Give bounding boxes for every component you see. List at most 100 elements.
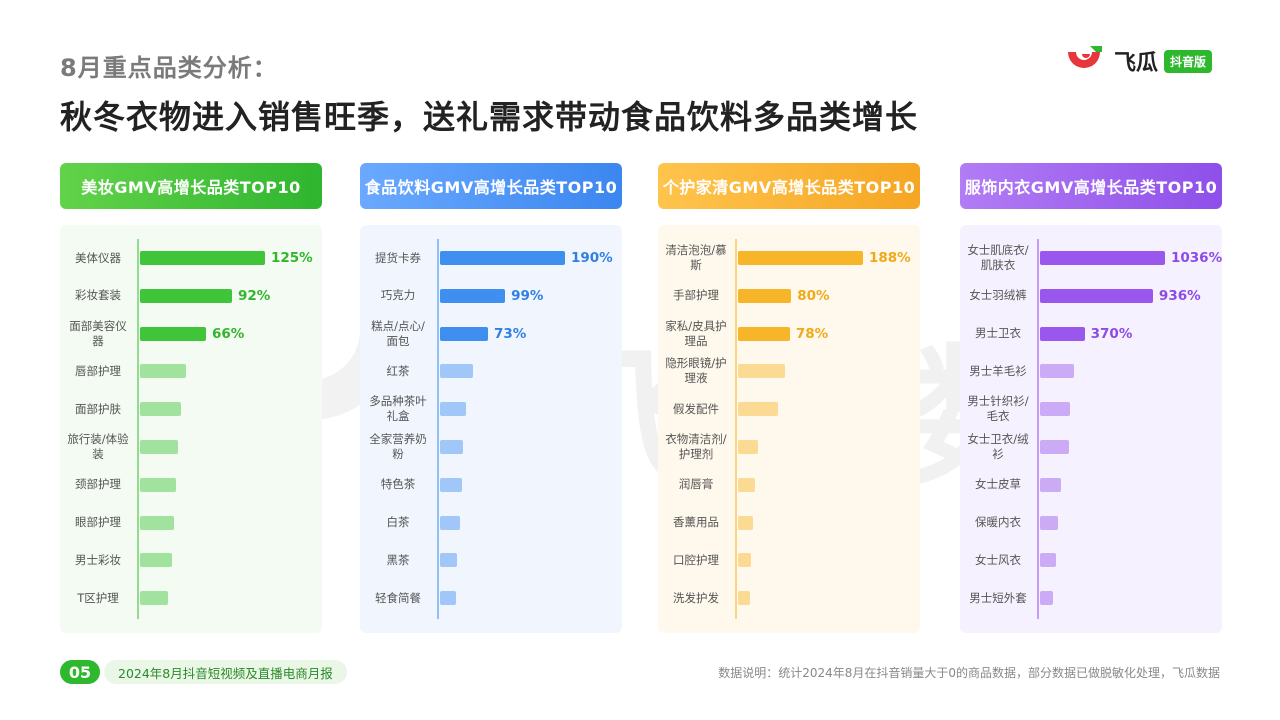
value-label: 92% (238, 287, 271, 304)
bar-row: 女士风衣 (960, 541, 1222, 579)
category-label: 彩妆套装 (75, 288, 121, 303)
bar (1040, 440, 1069, 454)
category-label: 洗发护发 (673, 590, 719, 605)
logo-text: 飞瓜 (1114, 51, 1159, 76)
bar (738, 402, 778, 417)
category-label: 颈部护理 (75, 477, 121, 492)
bar-row: 家私/皮具护理品 78% (658, 315, 920, 353)
category-label: 香薰用品 (673, 515, 719, 530)
chart-title-3: 个护家清GMV高增长品类TOP10 (658, 163, 920, 209)
bar (440, 402, 467, 417)
category-label: 女士羽绒裤 (969, 288, 1027, 303)
chart-panel-3: 清洁泡泡/慕斯 188% 手部护理 80% 家私/皮具护理品 78% 隐形眼镜/护理液假发配… (658, 225, 920, 633)
bar (140, 326, 206, 341)
bar-row: 提货卡券 190% (360, 239, 622, 277)
bar-row: 眼部护理 (60, 504, 322, 542)
bar-row: 特色茶 (360, 466, 622, 504)
value-label: 99% (511, 287, 544, 304)
chart-axis (437, 239, 439, 619)
bar-row: 男士短外套 (960, 579, 1222, 617)
bar-row: 女士羽绒裤 936% (960, 277, 1222, 315)
bar-row: 红茶 (360, 352, 622, 390)
bar (140, 440, 178, 454)
category-label: 隐形眼镜/护理液 (665, 356, 727, 386)
category-label: 全家营养奶粉 (369, 432, 427, 461)
bar-row: 润唇膏 (658, 466, 920, 504)
bar (738, 364, 785, 379)
value-label: 190% (571, 250, 613, 266)
category-label: 糕点/点心/面包 (371, 318, 425, 348)
page-subtitle: 8月重点品类分析： (60, 54, 278, 82)
category-label: 男士彩妆 (75, 552, 121, 567)
bar-row: 美体仪器 125% (60, 239, 322, 277)
report-name: 2024年8月抖音短视频及直播电商月报 (104, 660, 347, 684)
category-label: 女士风衣 (975, 552, 1021, 567)
bar (738, 553, 751, 568)
bar (440, 251, 565, 265)
bar-row: 全家营养奶粉 (360, 428, 622, 466)
category-label: 女士肌底衣/肌肤衣 (967, 243, 1029, 272)
bar-row: 男士卫衣 370% (960, 315, 1222, 353)
category-label: 轻食简餐 (375, 590, 421, 605)
bar (738, 477, 755, 492)
bar-row: 衣物清洁剂/护理剂 (658, 428, 920, 466)
bar (1040, 402, 1071, 417)
category-label: 男士针织衫/毛衣 (967, 394, 1029, 424)
bar (440, 440, 464, 454)
bar-row: 男士针织衫/毛衣 (960, 390, 1222, 428)
category-label: 白茶 (386, 515, 410, 530)
bar (738, 251, 863, 265)
chart-axis (137, 239, 139, 619)
category-label: 清洁泡泡/慕斯 (665, 243, 727, 272)
bar-row: 面部美容仪器 66% (60, 315, 322, 353)
value-label: 73% (494, 325, 527, 342)
bar (140, 515, 174, 530)
category-label: 面部护肤 (75, 401, 121, 416)
category-label: 润唇膏 (678, 477, 714, 492)
bar-row: 白茶 (360, 504, 622, 542)
bar-row: 香薰用品 (658, 504, 920, 542)
bar (440, 326, 489, 341)
bar (440, 515, 460, 530)
bar (140, 591, 168, 606)
category-label: 男士羊毛衫 (969, 363, 1027, 378)
value-label: 78% (795, 325, 829, 342)
category-label: T区护理 (77, 590, 119, 605)
bar-row: 手部护理 80% (658, 277, 920, 315)
brand-logo: 飞瓜 抖音版 (1064, 44, 1213, 78)
category-label: 女士卫衣/绒衫 (967, 432, 1029, 461)
chart-panel-1: 美体仪器 125% 彩妆套装 92% 面部美容仪器 66% 唇部护理 面部护肤 旅行装/体验装颈… (60, 225, 322, 633)
bar-row: 多品种茶叶礼盒 (360, 390, 622, 428)
category-label: 男士卫衣 (975, 326, 1021, 341)
bar-row: 清洁泡泡/慕斯 188% (658, 239, 920, 277)
category-label: 假发配件 (673, 401, 719, 416)
bar (440, 553, 458, 568)
bar (140, 402, 181, 417)
category-label: 眼部护理 (75, 515, 121, 530)
bar (1040, 515, 1059, 530)
category-label: 女士皮草 (975, 477, 1021, 492)
chart-title-2: 食品饮料GMV高增长品类TOP10 (360, 163, 622, 209)
chart-title-1: 美妆GMV高增长品类TOP10 (60, 163, 322, 209)
logo-badge: 抖音版 (1164, 49, 1213, 73)
bar-row: 轻食简餐 (360, 579, 622, 617)
bar-row: 保暖内衣 (960, 504, 1222, 542)
category-label: 男士短外套 (969, 590, 1027, 605)
category-label: 红茶 (386, 363, 410, 378)
bar-row: 口腔护理 (658, 541, 920, 579)
bar (738, 440, 758, 454)
bar-row: 糕点/点心/面包 73% (360, 315, 622, 353)
bar (1040, 477, 1061, 492)
category-label: 提货卡券 (375, 250, 421, 265)
category-label: 特色茶 (380, 477, 416, 492)
bar (440, 288, 506, 303)
chart-panel-2: 提货卡券 190% 巧克力 99% 糕点/点心/面包 73% 红茶 多品种茶叶礼盒 全家营养奶粉… (360, 225, 622, 633)
value-label: 125% (271, 250, 313, 266)
bar (1040, 364, 1074, 379)
bar (440, 591, 456, 606)
bar-row: 彩妆套装 92% (60, 277, 322, 315)
bar (1040, 251, 1165, 265)
bar-row: 隐形眼镜/护理液 (658, 352, 920, 390)
bar-row: 洗发护发 (658, 579, 920, 617)
category-label: 旅行装/体验装 (67, 432, 129, 461)
